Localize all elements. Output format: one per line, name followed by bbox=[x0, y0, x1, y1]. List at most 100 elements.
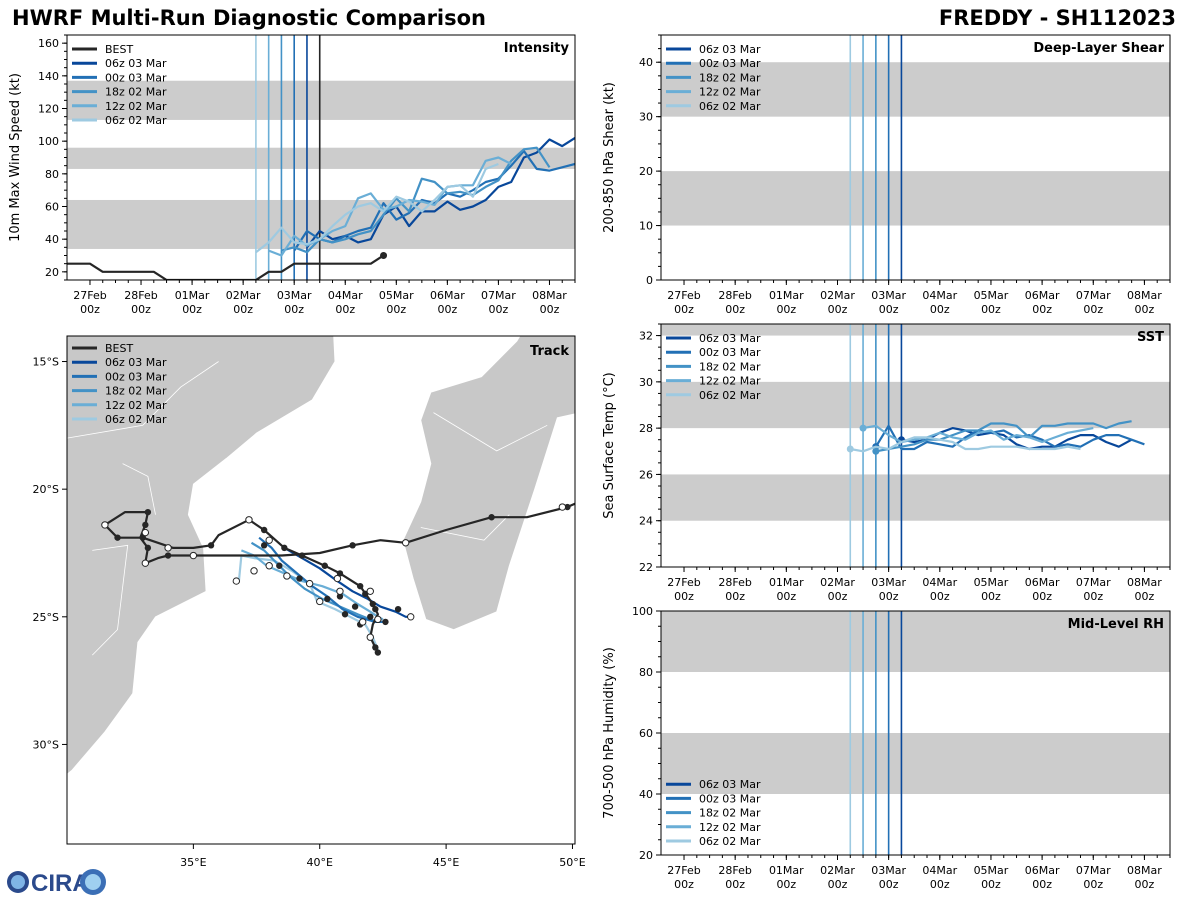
track-marker-filled bbox=[382, 618, 389, 626]
x-tick-label-date: 08Mar bbox=[1127, 289, 1162, 302]
panel-title: SST bbox=[1137, 330, 1164, 345]
y-axis-label: 10m Max Wind Speed (kt) bbox=[8, 73, 23, 242]
panel-title: Track bbox=[530, 344, 569, 359]
legend-label-track: 06z 03 Mar bbox=[105, 356, 167, 369]
shaded-band bbox=[661, 381, 1170, 429]
track-marker-open bbox=[283, 572, 291, 580]
x-tick-label-date: 28Feb bbox=[124, 289, 157, 302]
x-tick-label-date: 07Mar bbox=[1076, 576, 1111, 589]
series-line-run_12z02 bbox=[862, 424, 1094, 444]
shaded-band bbox=[661, 611, 1170, 672]
x-tick-label-hour: 00z bbox=[1032, 590, 1052, 603]
track-marker-filled bbox=[367, 613, 374, 621]
track-line-run_18z02 bbox=[250, 541, 381, 623]
legend-label-shear: 06z 02 Mar bbox=[699, 100, 761, 113]
x-tick-label-date: 06Mar bbox=[1025, 576, 1060, 589]
legend-label-track: 12z 02 Mar bbox=[105, 399, 167, 412]
best-marker-open bbox=[401, 539, 410, 547]
figure-title: HWRF Multi-Run Diagnostic Comparison bbox=[12, 6, 487, 30]
x-tick-label-date: 07Mar bbox=[1076, 864, 1111, 877]
x-tick-label-date: 02Mar bbox=[820, 289, 855, 302]
x-tick-label-date: 04Mar bbox=[922, 864, 957, 877]
panel-sst: 22242628303227Feb00z28Feb00z01Mar00z02Ma… bbox=[602, 323, 1171, 603]
axes-frame-sst bbox=[660, 323, 1171, 568]
y-tick-label: 40 bbox=[639, 788, 653, 801]
series-line-run_06z03 bbox=[306, 136, 575, 248]
plot-area-sst bbox=[661, 324, 1170, 567]
land-africa bbox=[67, 336, 336, 775]
best-marker-open bbox=[245, 516, 253, 524]
best-marker-filled bbox=[142, 521, 149, 529]
track-line-run_12z02 bbox=[240, 549, 384, 621]
track-marker-filled bbox=[351, 603, 359, 610]
best-marker-open bbox=[164, 544, 172, 552]
country-border bbox=[433, 412, 548, 452]
panel-title: Mid-Level RH bbox=[1068, 617, 1164, 632]
series-line-run_00z03 bbox=[874, 424, 1145, 451]
x-tick-label-date: 07Mar bbox=[481, 289, 516, 302]
best-marker-filled bbox=[144, 544, 152, 552]
country-border bbox=[122, 463, 156, 515]
lon-tick-label: 45°E bbox=[433, 856, 459, 869]
country-border bbox=[67, 361, 219, 439]
x-tick-label-date: 08Mar bbox=[532, 289, 567, 302]
country-border bbox=[92, 544, 129, 656]
x-tick-label-date: 02Mar bbox=[820, 576, 855, 589]
x-tick-label-hour: 00z bbox=[1032, 303, 1052, 316]
x-tick-label-date: 06Mar bbox=[430, 289, 465, 302]
legend-label-rh: 00z 03 Mar bbox=[699, 792, 761, 805]
legend-label-rh: 06z 02 Mar bbox=[699, 835, 761, 848]
y-tick-label: 30 bbox=[639, 111, 653, 124]
panel-intensity: 2040608010012014016027Feb00z28Feb00z01Ma… bbox=[8, 34, 576, 316]
x-tick-label-date: 06Mar bbox=[1025, 864, 1060, 877]
best-marker-filled bbox=[260, 526, 268, 534]
x-tick-label-hour: 00z bbox=[1083, 878, 1103, 891]
panel-title: Deep-Layer Shear bbox=[1033, 41, 1164, 56]
best-marker-filled bbox=[369, 600, 377, 608]
x-tick-label-hour: 00z bbox=[674, 878, 694, 891]
legend-label-intensity: BEST bbox=[105, 43, 133, 56]
y-tick-label: 100 bbox=[632, 605, 653, 618]
y-tick-label: 120 bbox=[38, 103, 59, 116]
x-tick-label-hour: 00z bbox=[386, 303, 406, 316]
logo-text: CIRA bbox=[31, 870, 90, 897]
x-tick-label-hour: 00z bbox=[1083, 303, 1103, 316]
best-marker-filled bbox=[336, 570, 344, 577]
legend-label-track: 18z 02 Mar bbox=[105, 385, 167, 398]
x-tick-label-date: 03Mar bbox=[277, 289, 312, 302]
series-line-run_18z02 bbox=[875, 420, 1132, 453]
y-tick-label: 32 bbox=[639, 330, 653, 343]
x-tick-label-hour: 00z bbox=[879, 303, 899, 316]
best-marker-filled bbox=[281, 544, 288, 552]
lat-tick-label: 25°S bbox=[33, 611, 59, 624]
lon-tick-label: 50°E bbox=[559, 856, 585, 869]
y-tick-label: 20 bbox=[45, 266, 59, 279]
x-tick-label-date: 27Feb bbox=[667, 864, 700, 877]
panel-title: Intensity bbox=[504, 41, 570, 56]
track-line-run_00z03 bbox=[258, 536, 386, 624]
series-start-marker bbox=[859, 424, 867, 432]
shaded-band bbox=[661, 733, 1170, 794]
panel-rh: 2040608010027Feb00z28Feb00z01Mar00z02Mar… bbox=[602, 605, 1171, 891]
y-tick-label: 26 bbox=[639, 468, 653, 481]
legend-label-intensity: 18z 02 Mar bbox=[105, 86, 167, 99]
legend-label-sst: 06z 03 Mar bbox=[699, 332, 761, 345]
shaded-band bbox=[661, 62, 1170, 117]
x-tick-label-hour: 00z bbox=[233, 303, 253, 316]
y-tick-label: 10 bbox=[639, 220, 653, 233]
x-tick-label-hour: 00z bbox=[1135, 878, 1155, 891]
track-marker-open bbox=[336, 587, 344, 595]
track-line-run_06z03 bbox=[283, 546, 414, 618]
y-axis-label: 200-850 hPa Shear (kt) bbox=[602, 82, 617, 233]
series-line-best bbox=[67, 254, 385, 280]
x-tick-label-hour: 00z bbox=[828, 303, 848, 316]
best-marker-filled bbox=[356, 582, 364, 590]
track-marker-filled bbox=[336, 593, 344, 600]
track-marker-filled bbox=[341, 611, 349, 618]
chart-panels: 2040608010012014016027Feb00z28Feb00z01Ma… bbox=[8, 34, 1171, 891]
legend-label-intensity: 00z 03 Mar bbox=[105, 71, 167, 84]
plot-area-intensity bbox=[67, 35, 575, 280]
x-tick-label-date: 04Mar bbox=[922, 576, 957, 589]
shaded-band bbox=[67, 199, 575, 249]
best-marker-open bbox=[141, 528, 150, 537]
